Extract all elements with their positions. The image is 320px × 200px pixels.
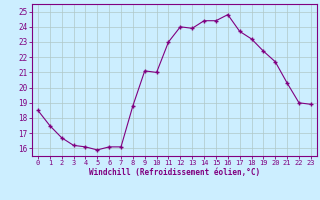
X-axis label: Windchill (Refroidissement éolien,°C): Windchill (Refroidissement éolien,°C) (89, 168, 260, 177)
